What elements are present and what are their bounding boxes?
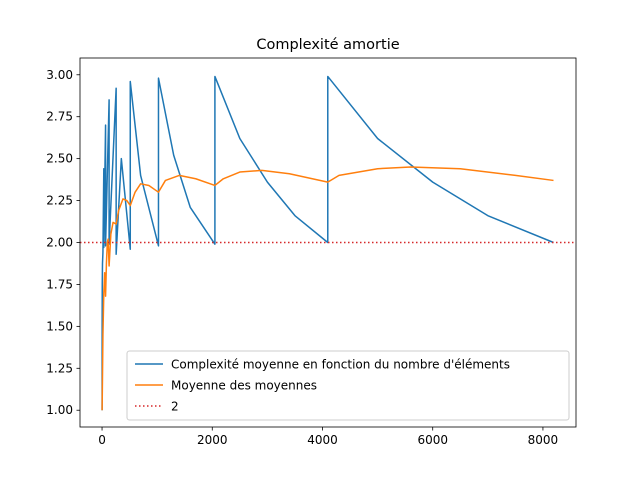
series-line-1 [101, 75, 554, 411]
y-tick-label: 1.25 [46, 361, 73, 375]
legend-label-2: Moyenne des moyennes [171, 379, 317, 393]
y-tick-label: 1.50 [46, 319, 73, 333]
x-tick-label: 4000 [307, 433, 338, 447]
y-tick-label: 1.75 [46, 277, 73, 291]
x-tick-label: 0 [98, 433, 106, 447]
y-tick-label: 2.25 [46, 194, 73, 208]
legend-label-3: 2 [171, 400, 179, 414]
legend-box [126, 350, 570, 421]
x-tick-label: 6000 [417, 433, 448, 447]
x-tick-label: 2000 [197, 433, 228, 447]
y-tick-label: 1.00 [46, 403, 73, 417]
y-tick-label: 3.00 [46, 68, 73, 82]
y-tick-label: 2.00 [46, 236, 73, 250]
axes: 0 2000 4000 6000 8000 1.00 1.25 1.50 1.75 2.00 2.2… [46, 57, 577, 447]
y-tick-label: 2.75 [46, 110, 73, 124]
series-line-2 [101, 166, 554, 411]
x-tick-label: 8000 [528, 433, 559, 447]
legend: Complexité moyenne en fonction du nombre… [126, 350, 570, 421]
legend-label-1: Complexité moyenne en fonction du nombre… [171, 358, 510, 372]
y-tick-label: 2.50 [46, 152, 73, 166]
chart-title: Complexité amortie [256, 37, 399, 53]
plot-area [80, 75, 576, 411]
